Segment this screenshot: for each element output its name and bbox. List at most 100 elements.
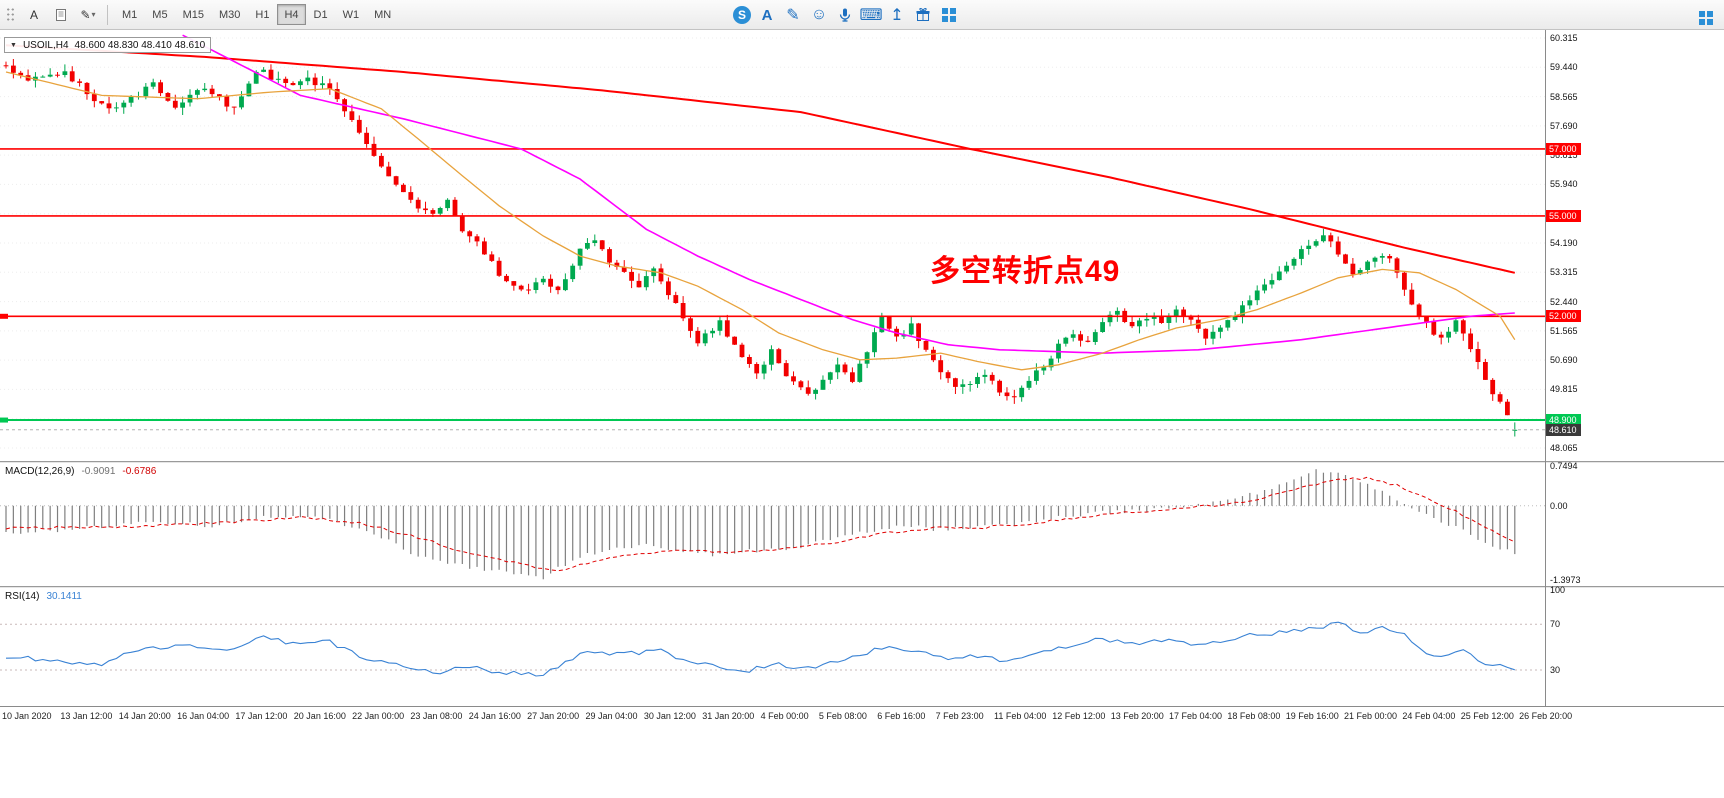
grid-lines (0, 37, 1545, 449)
horizontal-level-lines (0, 148, 1545, 423)
layout-grid-icon[interactable] (1696, 8, 1716, 28)
timeframe-button-m30[interactable]: M30 (212, 4, 247, 25)
symbol-ohlc-label: ▼ USOIL,H4 48.600 48.830 48.410 48.610 (4, 37, 212, 53)
time-label: 16 Jan 04:00 (177, 711, 230, 721)
timeframe-button-m15[interactable]: M15 (176, 4, 211, 25)
price-tick: 60.315 (1550, 33, 1578, 43)
time-label: 19 Feb 16:00 (1285, 711, 1339, 721)
panel-separator[interactable] (0, 586, 1724, 588)
symbol-title: USOIL,H4 (22, 39, 69, 51)
ma-slow (5, 44, 1516, 274)
time-axis[interactable]: 10 Jan 2020 13 Jan 12:00 14 Jan 20:00 16 Ja… (0, 706, 1724, 727)
macd-histogram-chart (0, 469, 1545, 580)
grip-handle[interactable] (6, 6, 15, 23)
price-level-tag: 57.000 (1546, 143, 1581, 155)
candlestick-chart (0, 34, 1545, 449)
time-label: 18 Feb 08:00 (1227, 711, 1281, 721)
rsi-label: RSI(14) 30.1411 (5, 591, 82, 602)
price-axis[interactable]: 60.315 59.440 58.565 57.690 56.815 55.940 55.0… (1546, 30, 1724, 706)
microphone-icon[interactable] (835, 5, 855, 25)
time-label: 17 Feb 04:00 (1169, 711, 1223, 721)
macd-panel[interactable]: MACD(12,26,9) -0.9091 -0.6786 (0, 463, 1545, 586)
macd-signal-value: -0.6786 (122, 466, 157, 477)
time-label: 10 Jan 2020 (2, 711, 52, 721)
macd-tick: 0.00 (1550, 500, 1568, 511)
time-label: 22 Jan 00:00 (352, 711, 405, 721)
dropdown-caret-icon: ▾ (91, 10, 96, 19)
rsi-tick: 30 (1550, 665, 1561, 675)
timeframe-button-w1[interactable]: W1 (336, 4, 367, 25)
price-axis-border (1545, 30, 1546, 706)
time-label: 23 Jan 08:00 (410, 711, 463, 721)
time-label: 17 Jan 12:00 (235, 711, 288, 721)
rsi-tick: 70 (1550, 619, 1561, 630)
collapse-icon[interactable]: ▼ (10, 41, 17, 49)
time-label: 31 Jan 20:00 (702, 711, 755, 721)
moving-averages (5, 34, 1516, 371)
price-tick: 58.565 (1550, 91, 1578, 102)
logo-s-icon[interactable]: S (733, 6, 751, 24)
price-tick: 49.815 (1550, 384, 1578, 395)
apps-grid-icon[interactable] (939, 5, 959, 25)
time-label: 13 Jan 12:00 (60, 711, 113, 721)
timeframe-button-m1[interactable]: M1 (115, 4, 144, 25)
time-label: 24 Feb 04:00 (1402, 711, 1456, 721)
candles-layer (3, 59, 1518, 437)
pen-icon[interactable]: ✎ (786, 7, 800, 24)
timeframe-button-h1[interactable]: H1 (248, 4, 276, 25)
time-label: 21 Feb 00:00 (1344, 711, 1398, 721)
ma-fast (5, 71, 1516, 371)
time-label: 6 Feb 16:00 (877, 711, 926, 721)
ma-mid (182, 34, 1515, 354)
keyboard-icon[interactable]: ⌨ (859, 7, 883, 24)
timeframe-button-h4[interactable]: H4 (277, 4, 306, 25)
chart-annotation-text[interactable]: 多空转折点49 (930, 255, 1121, 288)
gift-icon[interactable] (913, 5, 933, 25)
price-tick: 59.440 (1550, 62, 1578, 73)
timeframe-button-mn[interactable]: MN (367, 4, 398, 25)
current-price-tag: 48.610 (1546, 423, 1581, 436)
brush-tool-button[interactable]: ✎ ▾ (76, 4, 100, 26)
price-tick: 50.690 (1550, 355, 1578, 366)
time-label: 12 Feb 12:00 (1052, 711, 1106, 721)
price-tick: 56.815 (1550, 150, 1578, 161)
time-label: 13 Feb 20:00 (1110, 711, 1164, 721)
time-label: 29 Jan 04:00 (585, 711, 638, 721)
messenger-tools-group: S A ✎ ☺ ⌨ ↥ (733, 0, 959, 30)
upload-icon[interactable]: ↥ (890, 7, 904, 24)
macd-name: MACD(12,26,9) (5, 466, 75, 477)
main-toolbar: A ✎ ▾ M1 M5 M15 M30 H1 H4 D1 W1 MN S A ✎ ☺ ⌨ ↥ (0, 0, 1724, 30)
timeframe-button-m5[interactable]: M5 (145, 4, 174, 25)
macd-signal-line (5, 476, 1515, 572)
macd-main-value: -0.9091 (81, 466, 116, 477)
chart-tools-group: A ✎ ▾ (6, 4, 100, 26)
macd-tick: 0.7494 (1550, 461, 1578, 471)
label-tool-button[interactable] (49, 4, 73, 26)
timeframe-button-d1[interactable]: D1 (307, 4, 335, 25)
time-label: 11 Feb 04:00 (994, 711, 1047, 721)
panel-separator[interactable] (0, 461, 1724, 463)
macd-label: MACD(12,26,9) -0.9091 -0.6786 (5, 466, 156, 477)
far-right-tool-slot (1696, 8, 1716, 28)
rsi-tick: 100 (1550, 585, 1566, 595)
time-label: 24 Jan 16:00 (468, 711, 521, 721)
price-tick: 51.565 (1550, 325, 1578, 336)
price-level-tag: 55.000 (1546, 209, 1581, 222)
time-label: 27 Jan 20:00 (527, 711, 580, 721)
rsi-name: RSI(14) (5, 591, 40, 602)
smiley-icon[interactable]: ☺ (810, 6, 828, 23)
time-label: 4 Feb 00:00 (760, 711, 809, 721)
time-label: 20 Jan 16:00 (293, 711, 346, 721)
text-tool-button[interactable]: A (22, 4, 46, 26)
letter-a-icon[interactable]: A (761, 6, 773, 24)
rsi-panel[interactable]: RSI(14) 30.1411 (0, 588, 1545, 706)
price-tick: 53.315 (1550, 267, 1578, 278)
price-chart-panel[interactable]: ▼ USOIL,H4 48.600 48.830 48.410 48.610 多… (0, 30, 1545, 461)
time-label: 5 Feb 08:00 (818, 711, 867, 721)
rsi-line-chart (0, 621, 1545, 677)
time-label: 7 Feb 23:00 (935, 711, 984, 721)
price-level-tag: 52.000 (1546, 310, 1581, 323)
price-tick: 52.440 (1550, 296, 1578, 307)
time-label: 25 Feb 12:00 (1460, 711, 1514, 721)
